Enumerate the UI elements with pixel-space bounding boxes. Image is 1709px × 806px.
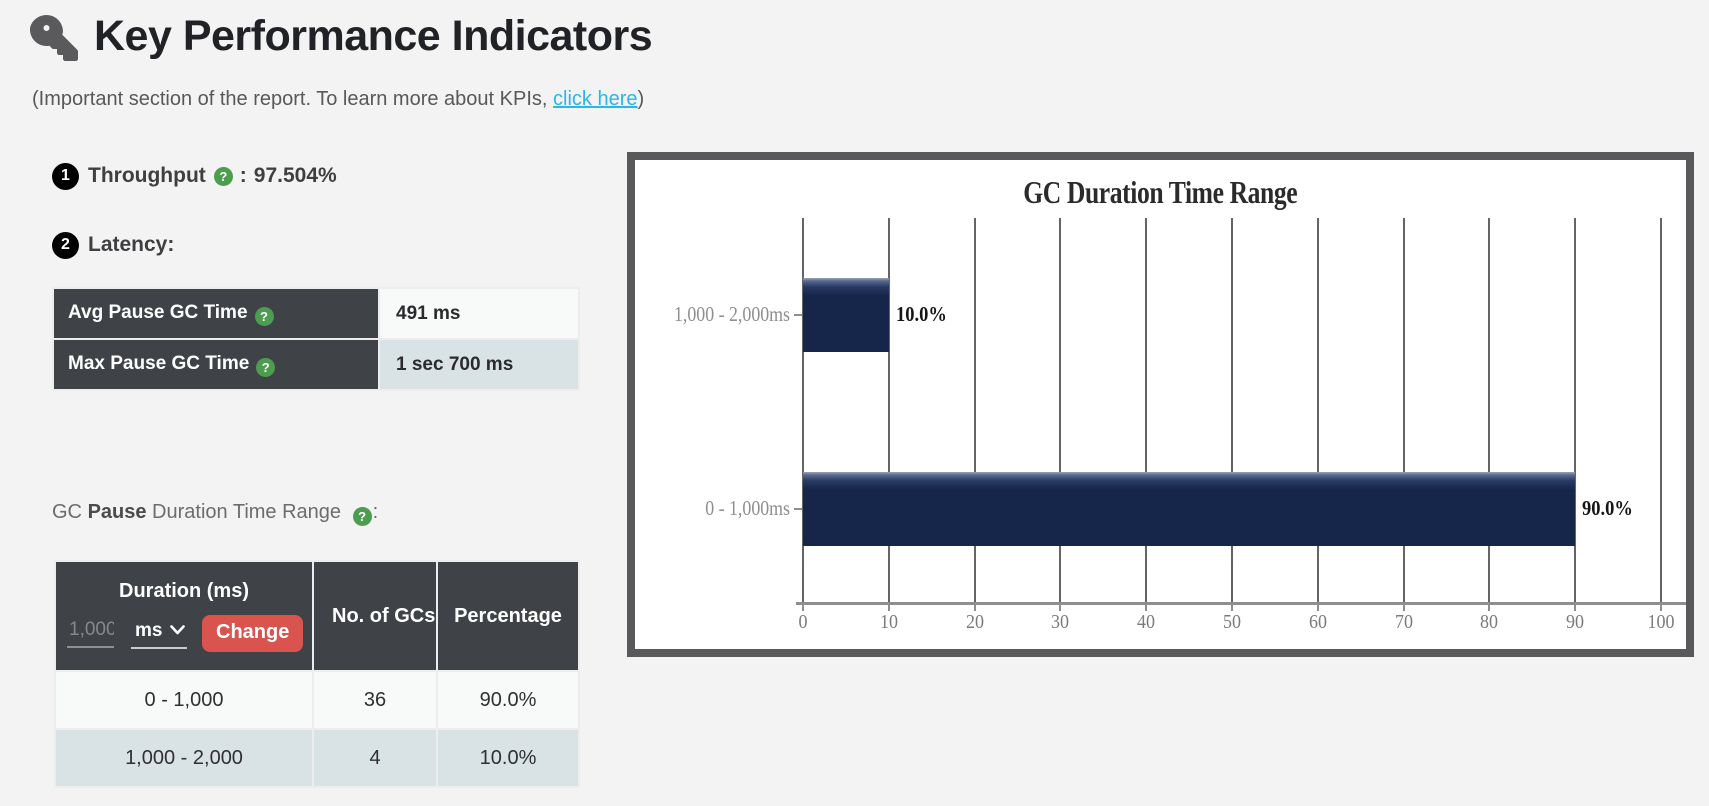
chart-gridline [1316, 218, 1319, 602]
chart-gridline [1402, 218, 1405, 602]
chart-gridline [802, 218, 804, 602]
percentage-cell: 90.0% [436, 670, 580, 730]
chart-title: GC Duration Time Range [1023, 174, 1298, 210]
chart-bar-label: 90.0% [1582, 496, 1634, 520]
chart-x-tick-label: 60 [1308, 611, 1327, 633]
chart-x-tick [1488, 602, 1491, 611]
percentage-cell: 10.0% [436, 728, 580, 788]
chart-x-tick-label: 0 [798, 611, 808, 633]
chart-x-tick-label: 90 [1566, 611, 1585, 633]
chart-x-axis [796, 602, 1686, 605]
chart-gridline [1059, 218, 1062, 602]
subtitle-prefix: (Important section of the report. To lea… [32, 88, 554, 110]
duration-input[interactable] [67, 619, 114, 648]
chart-gridline [973, 218, 976, 602]
gcs-header-cell: No. of GCs [312, 560, 438, 672]
gc-duration-chart: GC Duration Time Range 0 10 20 30 40 50 60 70 80… [627, 152, 1694, 657]
duration-cell: 1,000 - 2,000 [54, 728, 314, 788]
chart-gridline [887, 218, 890, 602]
chart-category-tick [794, 508, 802, 510]
duration-header-label: Duration (ms) [119, 580, 249, 602]
chart-bar-label: 10.0% [895, 302, 947, 326]
chart-x-tick-label: 20 [965, 611, 984, 633]
help-icon[interactable]: ? [254, 306, 274, 326]
kpi-throughput-row: 1 Throughput ? : 97.504% [52, 162, 337, 190]
step-badge: 1 [52, 162, 79, 190]
help-icon[interactable]: ? [352, 507, 372, 526]
chart-x-tick [1316, 602, 1319, 611]
chart-x-tick-label: 50 [1223, 611, 1241, 633]
row-label: Avg Pause GC Time? [52, 287, 380, 340]
row-value: 1 sec 700 ms [378, 338, 580, 391]
chart-x-tick [1059, 602, 1062, 611]
table-row: 0 - 1,000 36 90.0% [54, 670, 580, 730]
latency-table: Avg Pause GC Time? 491 ms Max Pause GC T… [52, 287, 580, 391]
chart-bar [803, 278, 889, 352]
chart-category-label: 1,000 - 2,000ms [673, 302, 790, 326]
key-icon [30, 14, 78, 61]
chart-x-tick-label: 70 [1394, 611, 1413, 633]
table-row: 1,000 - 2,000 4 10.0% [54, 728, 580, 788]
percentage-header-cell: Percentage [436, 560, 580, 672]
latency-label: Latency: [88, 233, 175, 256]
chevron-down-icon [170, 624, 185, 634]
chart-x-tick [1574, 602, 1577, 611]
row-value: 491 ms [378, 287, 580, 340]
chart-x-tick [1660, 602, 1662, 611]
chart-x-tick [973, 602, 976, 611]
gcs-cell: 36 [312, 670, 438, 730]
table-row: Avg Pause GC Time? 491 ms [52, 287, 580, 340]
throughput-separator: : [239, 164, 247, 187]
chart-x-tick [1145, 602, 1148, 611]
chart-x-tick-label: 100 [1647, 611, 1675, 633]
chart-x-tick-label: 10 [879, 611, 898, 633]
chart-x-tick [802, 602, 804, 611]
subtitle-suffix: ) [637, 88, 645, 110]
help-icon[interactable]: ? [256, 357, 276, 377]
chart-gridline [1145, 218, 1148, 602]
page-title: Key Performance Indicators [94, 12, 653, 60]
chart-x-tick-label: 80 [1480, 611, 1499, 633]
table-header-row: Duration (ms) ms Change No. of GCs Perce… [54, 560, 580, 672]
gc-pause-range-label: GC Pause Duration Time Range ?: [52, 501, 379, 526]
throughput-label: Throughput [88, 164, 206, 187]
kpi-latency-row: 2 Latency: [52, 231, 174, 259]
change-button[interactable]: Change [202, 615, 304, 652]
gc-duration-chart-inner: GC Duration Time Range 0 10 20 30 40 50 60 70 80… [635, 160, 1686, 649]
chart-category-label: 0 - 1,000ms [705, 496, 790, 520]
unit-select-wrap: ms [131, 619, 187, 649]
unit-select[interactable]: ms [135, 619, 163, 641]
subtitle: (Important section of the report. To lea… [32, 88, 644, 111]
chart-bar [803, 472, 1576, 546]
table-row: Max Pause GC Time? 1 sec 700 ms [52, 338, 580, 391]
chart-gridline [1231, 218, 1233, 602]
row-label: Max Pause GC Time? [52, 338, 380, 391]
chart-gridline [1660, 218, 1662, 602]
chart-gridline [1574, 218, 1577, 602]
chart-x-tick [1402, 602, 1405, 611]
step-badge: 2 [52, 231, 79, 259]
chart-x-tick-label: 40 [1137, 611, 1156, 633]
chart-x-tick-label: 30 [1051, 611, 1070, 633]
throughput-value: 97.504% [253, 164, 337, 187]
page-header: Key Performance Indicators [30, 12, 653, 61]
duration-header-cell: Duration (ms) ms Change [54, 560, 314, 672]
gcs-cell: 4 [312, 728, 438, 788]
click-here-link[interactable]: click here [553, 88, 638, 110]
help-icon[interactable]: ? [213, 166, 233, 186]
duration-table: Duration (ms) ms Change No. of GCs Perce… [54, 560, 580, 788]
chart-gridline [1488, 218, 1491, 602]
chart-category-tick [794, 314, 802, 316]
chart-x-tick [1231, 602, 1233, 611]
duration-cell: 0 - 1,000 [54, 670, 314, 730]
chart-x-tick [887, 602, 890, 611]
